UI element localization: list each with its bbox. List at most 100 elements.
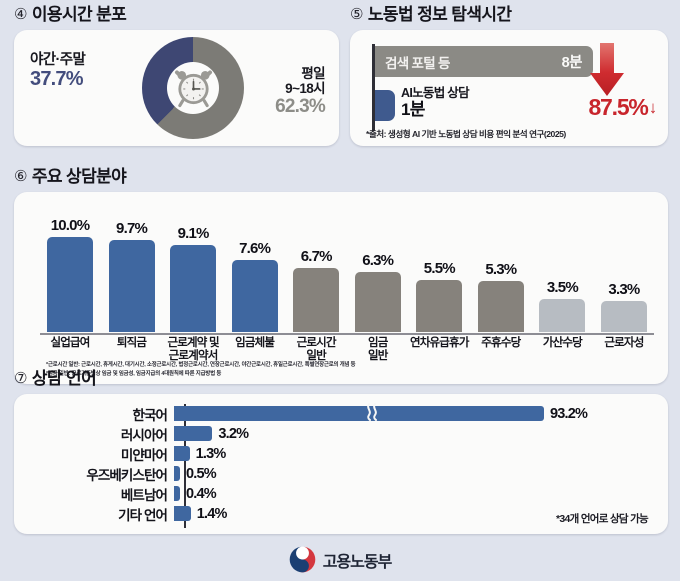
language-value: 0.4% bbox=[186, 485, 217, 502]
bar-column: 9.1% bbox=[163, 204, 223, 332]
language-row: 러시아어 3.2% bbox=[24, 424, 668, 443]
bar-column: 9.7% bbox=[102, 204, 162, 332]
bar-value-label: 10.0% bbox=[50, 216, 90, 234]
bar-rect bbox=[354, 271, 401, 332]
bar-column: 7.6% bbox=[225, 204, 285, 332]
bar-rect bbox=[600, 300, 647, 332]
bar-column: 6.3% bbox=[348, 204, 408, 332]
weekday-label-group: 평일 9~18시 62.3% bbox=[275, 66, 326, 118]
ai-consult-value: 1분 bbox=[401, 100, 425, 120]
taegeuk-logo-icon bbox=[289, 546, 316, 573]
night-weekend-label-group: 야간·주말 37.7% bbox=[30, 52, 86, 91]
section-number: ⑤ bbox=[350, 6, 363, 23]
language-value: 1.4% bbox=[196, 505, 228, 522]
ministry-name: 고용노동부 bbox=[322, 553, 393, 571]
page-footer: 고용노동부 bbox=[0, 546, 680, 573]
section-number: ④ bbox=[14, 6, 27, 23]
ai-consult-label: AI노동법 상담 bbox=[401, 86, 470, 100]
language-name: 베트남어 bbox=[120, 487, 168, 503]
bar-value-label: 6.7% bbox=[300, 248, 333, 266]
bar-value-label: 9.7% bbox=[116, 219, 148, 237]
section-heading-search-time: ⑤ 노동법 정보 탐색시간 bbox=[350, 6, 668, 23]
bar-column: 5.5% bbox=[409, 204, 469, 332]
bar-rect bbox=[293, 268, 340, 332]
counsel-language-card: 한국어 93.2% 러시아어 3.2% 미얀마어 1.3% 우즈베키스탄어 0.5% 베트남어 0… bbox=[14, 394, 668, 534]
section-title: 주요 상담분야 bbox=[31, 167, 127, 186]
section-title: 노동법 정보 탐색시간 bbox=[367, 5, 512, 24]
axis-break-icon bbox=[367, 403, 377, 421]
weekday-label: 평일 bbox=[301, 66, 325, 81]
reduction-percentage: 87.5% bbox=[588, 94, 648, 120]
language-value: 0.5% bbox=[186, 465, 217, 482]
reduction-percentage-group: 87.5% ↓ bbox=[588, 94, 658, 121]
section-title: 상담 언어 bbox=[31, 369, 97, 388]
language-row: 기타 언어 1.4% bbox=[24, 504, 668, 523]
language-name: 러시아어 bbox=[120, 427, 168, 443]
language-row: 우즈베키스탄어 0.5% bbox=[24, 464, 668, 483]
bar-value-label: 3.3% bbox=[608, 280, 640, 298]
section-number: ⑥ bbox=[14, 168, 27, 185]
usage-time-donut-chart bbox=[142, 37, 244, 139]
language-row: 한국어 93.2% bbox=[24, 404, 668, 423]
language-bar-area: 1.4% bbox=[174, 504, 227, 523]
language-value: 3.2% bbox=[218, 425, 249, 442]
usage-time-card: 야간·주말 37.7% bbox=[14, 30, 339, 146]
bar-value-label: 3.5% bbox=[546, 278, 579, 296]
language-row: 베트남어 0.4% bbox=[24, 484, 668, 503]
language-bar bbox=[174, 486, 180, 501]
language-bar bbox=[174, 446, 190, 461]
bar-category-label: 근로시간 일반 bbox=[296, 337, 337, 362]
section-search-time: ⑤ 노동법 정보 탐색시간 검색 포털 등 8분 AI노동법 상담 1분 bbox=[350, 6, 668, 146]
language-bar bbox=[174, 426, 213, 441]
weekday-value: 62.3% bbox=[275, 96, 326, 118]
footnote-line: *임금 일반: 근로기준법상 임금 및 임금성, 임금지급의 4대원칙에 따른 … bbox=[46, 370, 222, 377]
section-counsel-language: ⑦ 상담 언어 한국어 93.2% 러시아어 3.2% 미얀마어 1.3% 우즈베키스탄어 0… bbox=[14, 370, 668, 534]
portal-search-label: 검색 포털 등 bbox=[385, 55, 450, 71]
language-bar bbox=[174, 506, 191, 521]
ai-consult-text-group: AI노동법 상담 1분 bbox=[401, 86, 470, 120]
language-value: 93.2% bbox=[550, 405, 588, 422]
bar-category-label: 실업급여 bbox=[50, 337, 90, 349]
bar-category-label: 임금 일반 bbox=[367, 337, 388, 362]
counsel-fields-card: 10.0% 9.7% 9.1% 7.6% 6.7% 6.3% 5.5% 5.3% 3.5% 3.3… bbox=[14, 192, 668, 384]
language-bar-area: 0.4% bbox=[174, 484, 217, 503]
down-arrow-icon bbox=[590, 43, 624, 96]
bar-rect bbox=[170, 245, 217, 332]
bar-category-label: 가산수당 bbox=[542, 337, 583, 349]
language-bar-area: 0.5% bbox=[174, 464, 217, 483]
language-row: 미얀마어 1.3% bbox=[24, 444, 668, 463]
reduction-arrow-glyph: ↓ bbox=[648, 97, 658, 117]
bar-column: 6.7% bbox=[286, 204, 346, 332]
language-bar-area: 93.2% bbox=[174, 404, 588, 423]
bar-rect bbox=[47, 236, 93, 332]
night-weekend-value: 37.7% bbox=[30, 68, 84, 91]
search-time-card: 검색 포털 등 8분 AI노동법 상담 1분 87.5% bbox=[350, 30, 668, 146]
vertical-axis bbox=[372, 44, 375, 131]
bar-column: 3.5% bbox=[532, 204, 592, 332]
bar-category-label: 근로자성 bbox=[604, 337, 644, 349]
source-note: *출처: 생성형 AI 기반 노동법 상담 비용 편익 분석 연구(2025) bbox=[366, 129, 566, 139]
language-note: *34개 언어로 상담 가능 bbox=[556, 513, 649, 525]
language-bar bbox=[174, 406, 544, 421]
section-usage-time: ④ 이용시간 분포 야간·주말 37.7% bbox=[14, 6, 339, 146]
language-name: 기타 언어 bbox=[118, 507, 168, 523]
language-name: 미얀마어 bbox=[120, 447, 168, 463]
ai-consult-bar bbox=[375, 90, 395, 121]
bar-category-label: 임금체불 bbox=[235, 337, 275, 349]
section-number: ⑦ bbox=[14, 370, 27, 387]
language-name: 한국어 bbox=[132, 407, 167, 423]
counsel-fields-bar-chart: 10.0% 9.7% 9.1% 7.6% 6.7% 6.3% 5.5% 5.3% 3.5% 3.3… bbox=[40, 204, 654, 332]
bar-value-label: 6.3% bbox=[362, 251, 394, 269]
language-bar bbox=[174, 466, 180, 481]
bar-value-label: 5.5% bbox=[423, 259, 456, 277]
language-bar-chart: 한국어 93.2% 러시아어 3.2% 미얀마어 1.3% 우즈베키스탄어 0.5% 베트남어 0… bbox=[24, 403, 668, 528]
language-vertical-axis bbox=[184, 404, 186, 528]
language-bar-area: 3.2% bbox=[174, 424, 249, 443]
counsel-fields-category-labels: 실업급여 퇴직금 근로계약 및 근로계약서 임금체불 근로시간 일반 임금 일반 연차유급휴가 주휴… bbox=[40, 337, 654, 363]
bar-value-label: 5.3% bbox=[485, 261, 517, 279]
section-heading-counsel-language: ⑦ 상담 언어 bbox=[14, 370, 668, 387]
bar-column: 10.0% bbox=[40, 204, 100, 332]
section-counsel-fields: ⑥ 주요 상담분야 10.0% 9.7% 9.1% 7.6% 6.7% 6.3% 5.5% 5… bbox=[14, 168, 668, 384]
horizontal-axis bbox=[40, 333, 654, 335]
